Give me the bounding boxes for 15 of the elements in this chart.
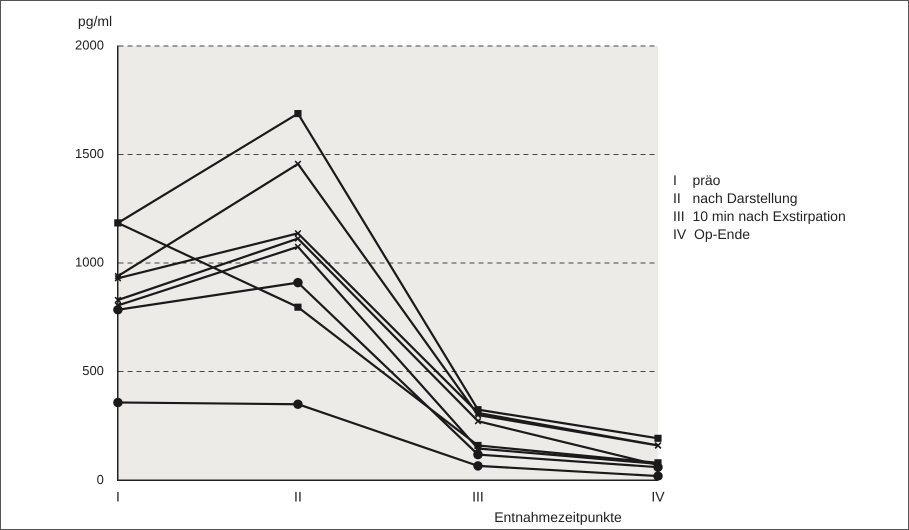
y-tick-label: 1000 <box>75 254 104 270</box>
y-axis-title: pg/ml <box>78 12 112 29</box>
y-tick-label: 0 <box>96 472 104 487</box>
y-tick-label: 1500 <box>75 146 104 162</box>
text: II nach Darstellung <box>673 190 798 206</box>
x-tick-label: IV <box>651 488 666 504</box>
x-tick-label: I <box>116 488 120 504</box>
text: IV Op-Ende <box>673 226 750 242</box>
text: III 10 min nach Exstirpation <box>673 208 846 224</box>
y-tick-label: 500 <box>82 363 104 378</box>
y-tick-label: 2000 <box>75 38 104 53</box>
x-axis-title: Entnahmezeitpunkte <box>494 509 622 526</box>
text: I präo <box>673 172 721 188</box>
x-tick-label: II <box>294 488 302 504</box>
x-tick-label: III <box>472 488 484 504</box>
